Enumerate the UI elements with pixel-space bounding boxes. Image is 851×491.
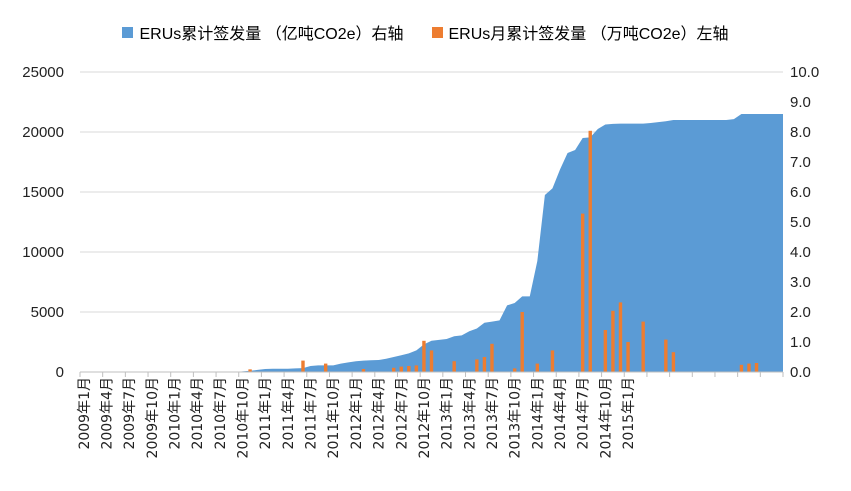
- monthly-bar: [301, 360, 305, 372]
- x-tick-label: 2010年7月: [213, 377, 229, 450]
- cumulative-area-layer: [80, 114, 783, 372]
- x-tick-label: 2009年10月: [145, 377, 161, 458]
- chart-legend: ERUs累计签发量 （亿吨CO2e）右轴 ERUs月累计签发量 （万吨CO2e）…: [0, 18, 851, 46]
- right-tick-label: 6.0: [790, 184, 811, 201]
- x-tick-label: 2012年10月: [417, 377, 433, 458]
- x-tick-label: 2009年1月: [77, 377, 93, 450]
- x-tick-label: 2011年1月: [258, 377, 274, 450]
- monthly-bar: [747, 363, 751, 372]
- legend-item-cumulative: ERUs累计签发量 （亿吨CO2e）右轴: [122, 20, 404, 44]
- x-tick-label: 2011年10月: [326, 377, 342, 458]
- monthly-bar: [482, 357, 487, 372]
- right-tick-label: 0.0: [790, 364, 811, 381]
- x-tick-label: 2012年4月: [372, 377, 388, 450]
- x-tick-label: 2014年1月: [530, 377, 546, 450]
- axes: 0 5000 10000 15000 20000 25000 0.0 1.0 2.0 3.0 4.0…: [22, 64, 819, 458]
- monthly-bar: [739, 364, 744, 372]
- monthly-bar: [520, 312, 524, 372]
- monthly-bar: [512, 368, 517, 372]
- monthly-bar: [399, 366, 403, 372]
- x-tick-label: 2009年7月: [122, 377, 138, 450]
- legend-label-monthly: ERUs月累计签发量 （万吨CO2e）左轴: [448, 26, 729, 43]
- right-tick-label: 5.0: [790, 214, 811, 231]
- left-tick-label: 5000: [31, 304, 64, 321]
- monthly-bar: [754, 363, 759, 372]
- monthly-bar: [588, 130, 592, 372]
- x-tick-label: 2014年10月: [598, 377, 614, 458]
- x-tick-label: 2011年4月: [281, 377, 297, 450]
- right-tick-label: 8.0: [790, 124, 811, 141]
- right-tick-label: 10.0: [790, 64, 819, 81]
- x-tick-label: 2014年4月: [553, 377, 569, 450]
- x-tick-label: 2015年1月: [621, 377, 637, 450]
- legend-swatch-orange: [431, 26, 443, 38]
- cumulative-area: [80, 114, 783, 372]
- x-tick-label: 2013年4月: [462, 377, 478, 450]
- left-tick-label: 10000: [22, 244, 64, 261]
- left-tick-label: 15000: [22, 184, 64, 201]
- monthly-bar: [422, 340, 426, 372]
- right-tick-label: 2.0: [790, 304, 811, 321]
- x-tick-label: 2012年7月: [394, 377, 410, 450]
- x-tick-label: 2013年10月: [508, 377, 524, 458]
- monthly-bar: [535, 363, 540, 372]
- monthly-bar: [361, 369, 366, 372]
- legend-label-cumulative: ERUs累计签发量 （亿吨CO2e）右轴: [139, 26, 404, 43]
- monthly-bar: [626, 342, 630, 372]
- x-tick-label: 2009年4月: [99, 377, 115, 450]
- monthly-bar: [580, 213, 585, 372]
- monthly-bars-layer: [248, 130, 759, 372]
- monthly-bar: [550, 350, 555, 372]
- left-tick-label: 25000: [22, 64, 64, 81]
- monthly-bar: [641, 321, 645, 372]
- monthly-bar: [407, 366, 411, 372]
- monthly-bar: [475, 359, 479, 372]
- left-tick-label: 0: [56, 364, 64, 381]
- right-tick-label: 4.0: [790, 244, 811, 261]
- legend-item-monthly: ERUs月累计签发量 （万吨CO2e）左轴: [431, 20, 729, 44]
- x-tick-label: 2014年7月: [576, 377, 592, 450]
- monthly-bar: [248, 369, 252, 372]
- monthly-bar: [323, 363, 328, 372]
- x-tick-label: 2013年1月: [440, 377, 456, 450]
- x-tick-label: 2011年7月: [304, 377, 320, 450]
- legend-swatch-blue: [122, 26, 134, 38]
- left-tick-label: 20000: [22, 124, 64, 141]
- x-tick-label: 2010年4月: [190, 377, 206, 450]
- monthly-bar: [671, 352, 676, 372]
- right-tick-label: 1.0: [790, 334, 811, 351]
- monthly-bar: [603, 330, 608, 372]
- right-tick-label: 3.0: [790, 274, 811, 291]
- monthly-bar: [392, 367, 396, 372]
- monthly-bar: [618, 302, 623, 372]
- monthly-bar: [452, 361, 456, 372]
- monthly-bar: [490, 343, 494, 372]
- x-tick-label: 2012年1月: [349, 377, 365, 450]
- monthly-bar: [429, 350, 434, 372]
- monthly-bar: [414, 365, 419, 372]
- x-tick-label: 2010年1月: [167, 377, 183, 450]
- x-tick-label: 2013年7月: [485, 377, 501, 450]
- right-tick-label: 7.0: [790, 154, 811, 171]
- monthly-bar: [611, 310, 615, 372]
- x-tick-label: 2010年10月: [236, 377, 252, 458]
- monthly-bar: [664, 339, 668, 372]
- right-tick-label: 9.0: [790, 94, 811, 111]
